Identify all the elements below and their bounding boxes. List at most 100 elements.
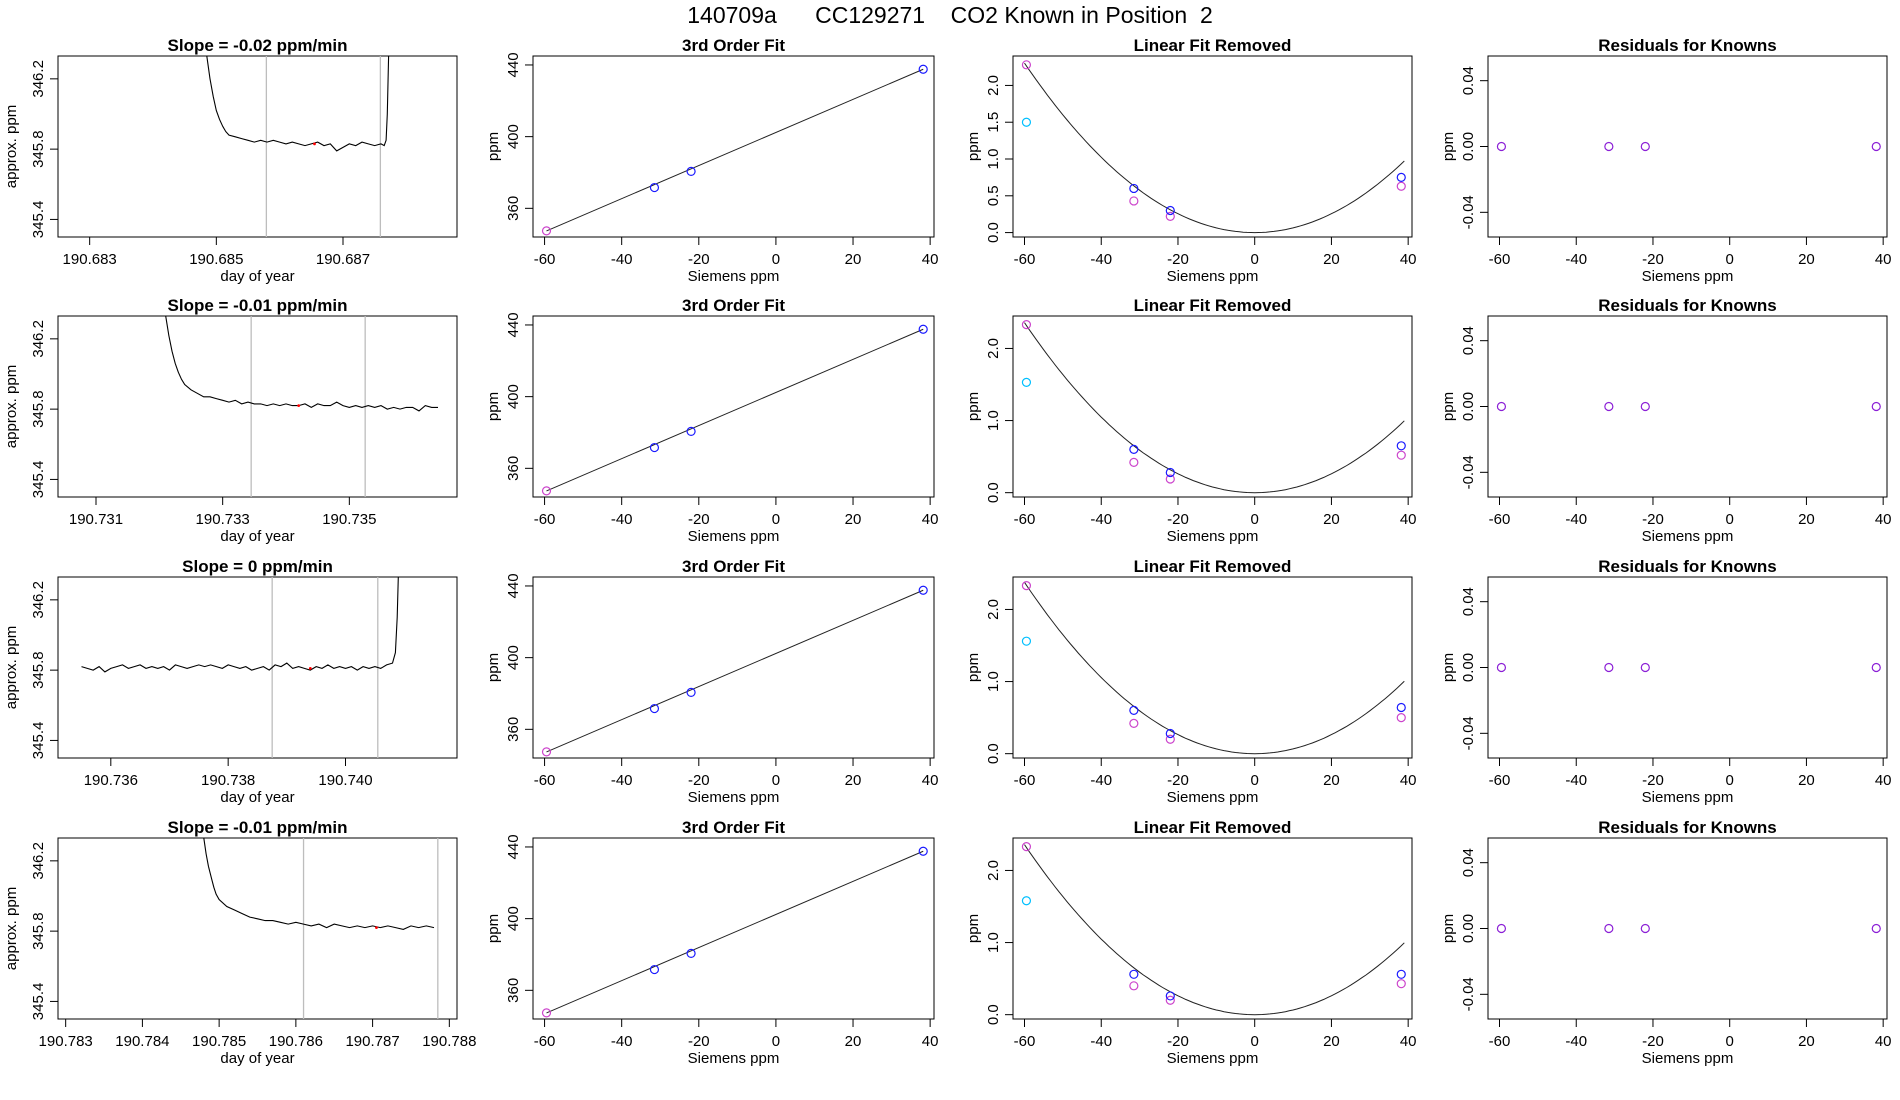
data-point-blue (1129, 183, 1139, 194)
data-layer (206, 56, 390, 237)
data-point-violet (1129, 196, 1139, 206)
data-layer (1021, 581, 1406, 755)
x-tick-label: 20 (845, 251, 862, 268)
x-tick-label: -60 (1489, 511, 1511, 528)
panel-r1-c1: Slope = -0.02 ppm/min 190.683 190.685 190.6… (3, 36, 458, 285)
data-layer (1021, 842, 1406, 1016)
data-point-violet (1129, 981, 1139, 991)
x-tick-label: -60 (1014, 1033, 1036, 1050)
panel-title: Linear Fit Removed (1134, 36, 1292, 55)
data-layer (541, 585, 928, 757)
fit-line (546, 68, 924, 232)
panel-r2-c3: Linear Fit Removed -60 -40 -20 0 20 40 Siemens … (965, 296, 1417, 545)
x-tick-label: 20 (1798, 772, 1815, 789)
data-point-blue (918, 324, 928, 334)
data-point-violet (1129, 457, 1139, 467)
panel-title: Slope = -0.01 ppm/min (168, 818, 348, 837)
data-point-blue (1396, 969, 1406, 979)
data-point-blue (686, 948, 696, 959)
panel-title: Linear Fit Removed (1134, 557, 1292, 576)
x-tick-label: -20 (688, 772, 710, 789)
data-point-blue (686, 687, 696, 698)
data-layer (1021, 60, 1406, 234)
x-tick-label: 190.785 (192, 1033, 246, 1050)
data-point-violet (1396, 713, 1406, 723)
x-axis-label: Siemens ppm (688, 528, 780, 545)
x-tick-label: -20 (1167, 1033, 1189, 1050)
panel-r3-c3: Linear Fit Removed -60 -40 -20 0 20 40 Siemens … (965, 557, 1417, 806)
y-tick-label: 0.00 (1460, 653, 1477, 682)
data-point-blue (686, 166, 696, 177)
x-axis-label: Siemens ppm (1642, 789, 1734, 806)
data-layer (1021, 320, 1406, 494)
panel-r1-c2: 3rd Order Fit -60 -40 -20 0 20 40 Siemens ppm 36… (485, 36, 938, 285)
plot-frame (57, 576, 458, 759)
y-tick-label: -0.04 (1460, 977, 1477, 1011)
y-tick-label: 0.04 (1460, 848, 1477, 877)
y-axis-label: ppm (1440, 653, 1457, 682)
plot-frame (57, 55, 458, 238)
y-axis-label: ppm (485, 653, 502, 682)
data-point-purple (1640, 662, 1650, 673)
data-point-blue (1129, 969, 1139, 979)
y-tick-label: 345.4 (30, 983, 47, 1021)
data-point-violet (1021, 60, 1032, 70)
mean-point (375, 926, 378, 930)
y-tick-label: 345.8 (30, 390, 47, 428)
y-tick-label: 1.0 (985, 149, 1002, 170)
x-tick-label: 0 (772, 251, 780, 268)
panel-r4-c4: Residuals for Knowns -60 -40 -20 0 20 40 Siemen… (1440, 818, 1892, 1067)
data-layer (1496, 401, 1881, 412)
y-tick-label: 345.8 (30, 651, 47, 689)
x-axis-label: Siemens ppm (688, 789, 780, 806)
y-axis-label: ppm (965, 653, 982, 682)
panel-r2-c2: 3rd Order Fit -60 -40 -20 0 20 40 Siemens ppm 36… (485, 296, 938, 545)
y-axis-label: ppm (1440, 914, 1457, 943)
x-tick-label: 40 (1875, 1033, 1892, 1050)
y-tick-label: 440 (505, 312, 522, 337)
x-tick-label: 190.683 (63, 251, 117, 268)
y-tick-label: 346.2 (30, 60, 47, 98)
data-point-cyan (1021, 377, 1032, 387)
measurement-trace (203, 838, 435, 930)
x-tick-label: -60 (534, 511, 556, 528)
data-layer (81, 577, 399, 758)
x-tick-label: -60 (534, 1033, 556, 1050)
x-tick-label: 20 (845, 772, 862, 789)
x-tick-label: 40 (922, 1033, 939, 1050)
data-point-blue (1165, 991, 1175, 1001)
panel-r4-c3: Linear Fit Removed -60 -40 -20 0 20 40 Siemens … (965, 818, 1417, 1067)
data-point-violet (1396, 979, 1406, 989)
x-tick-label: 40 (1400, 772, 1417, 789)
x-tick-label: -20 (1642, 251, 1664, 268)
data-point-purple (1871, 141, 1881, 152)
panel-title: Slope = -0.02 ppm/min (168, 36, 348, 55)
y-axis-label: approx. ppm (3, 365, 20, 448)
plot-frame (1487, 55, 1888, 238)
plot-frame (57, 315, 458, 498)
x-axis-label: Siemens ppm (1167, 268, 1259, 285)
data-point-violet (541, 226, 552, 236)
x-tick-label: -60 (1489, 1033, 1511, 1050)
x-tick-label: 0 (1726, 1033, 1734, 1050)
data-layer (1496, 662, 1881, 673)
measurement-trace (165, 316, 438, 412)
x-tick-label: -40 (1565, 772, 1587, 789)
data-point-blue (649, 442, 660, 453)
x-tick-label: 190.736 (84, 772, 138, 789)
x-axis-label: Siemens ppm (688, 1050, 780, 1067)
data-point-blue (918, 64, 928, 74)
data-point-purple (1871, 923, 1881, 934)
x-tick-label: 0 (1726, 772, 1734, 789)
x-tick-label: 0 (772, 772, 780, 789)
panel-r3-c4: Residuals for Knowns -60 -40 -20 0 20 40 Siemen… (1440, 557, 1892, 806)
x-tick-label: 40 (1400, 511, 1417, 528)
x-tick-label: 0 (1251, 511, 1259, 528)
data-point-purple (1640, 401, 1650, 412)
data-point-blue (649, 703, 660, 714)
x-tick-label: 190.687 (316, 251, 370, 268)
x-tick-label: 190.740 (318, 772, 372, 789)
data-layer (1496, 923, 1881, 934)
data-point-blue (1165, 205, 1175, 216)
